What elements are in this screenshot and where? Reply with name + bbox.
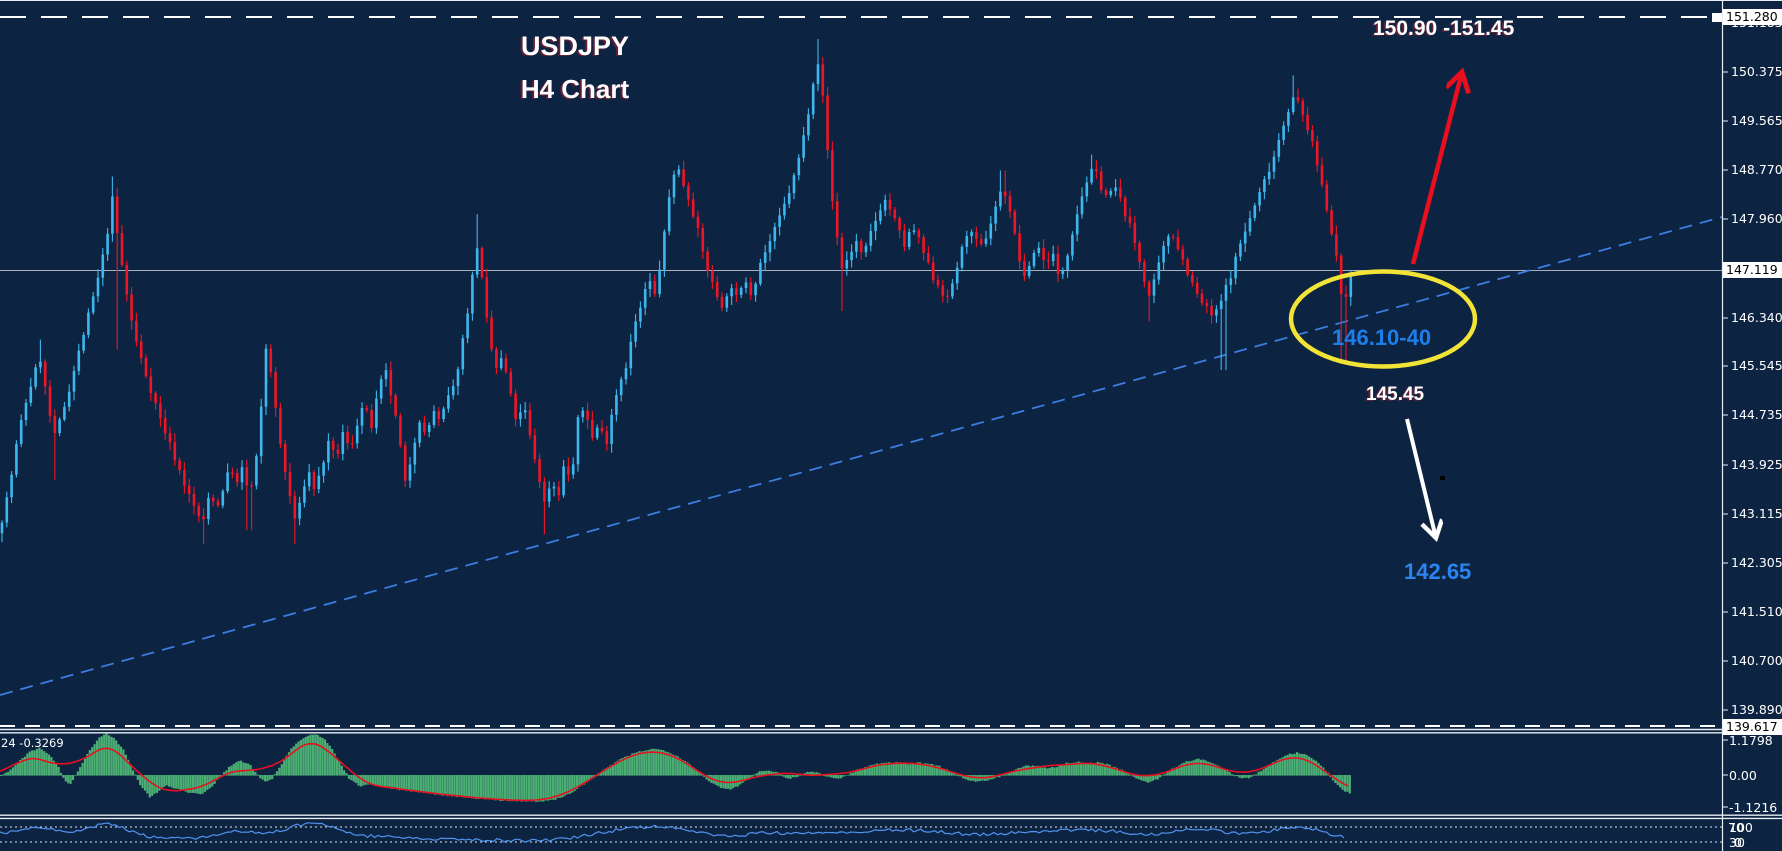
y-axis-label: 146.340	[1731, 310, 1782, 325]
support-zone-label[interactable]: 146.10-40	[1332, 325, 1432, 350]
oscillator-axis-label: 0.00	[1729, 768, 1757, 783]
bullish-arrow[interactable]	[1410, 72, 1462, 265]
dashed-line-handle[interactable]	[1712, 13, 1722, 22]
oscillator-panel	[0, 733, 1351, 803]
candles-layer	[0, 38, 1353, 545]
sub-panel-axis-label: 70	[1728, 820, 1744, 835]
background-layer	[0, 216, 1723, 696]
y-axis-label: 150.375	[1731, 64, 1782, 79]
y-axis-label: 142.305	[1731, 555, 1782, 570]
oscillator-signal-line	[0, 742, 1349, 802]
price-level-box: 147.119	[1723, 262, 1782, 278]
y-axis-label: 143.925	[1731, 457, 1782, 472]
y-axis-label: 143.115	[1731, 506, 1782, 521]
chart-title-symbol: USDJPY	[520, 31, 630, 61]
upside-target-label[interactable]: 150.90 -151.45	[1373, 17, 1515, 40]
ascending-trendline[interactable]	[0, 216, 1723, 696]
sub-panel-axis-label: 0	[1734, 835, 1742, 850]
bearish-arrow[interactable]	[1405, 418, 1436, 538]
support-zone-ellipse[interactable]	[1288, 269, 1478, 369]
price-level-box: 151.280	[1723, 9, 1782, 25]
downside-target-label[interactable]: 142.65	[1404, 559, 1472, 584]
oscillator-axis-label: 1.1798	[1729, 733, 1773, 748]
sub-panel-axis-label: 100	[1729, 820, 1753, 835]
oscillator-value-label: 24 -0.3269	[1, 736, 64, 750]
sub-indicator-panel	[0, 822, 1722, 843]
y-axis-label: 145.545	[1731, 358, 1782, 373]
stray-dot	[1440, 476, 1445, 480]
y-axis-label: 140.700	[1731, 653, 1782, 668]
price-level-box: 139.617	[1723, 719, 1782, 735]
oscillator-axis-label: -1.1216	[1729, 800, 1778, 815]
chart-title-timeframe: H4 Chart	[520, 74, 630, 104]
mid-level-label[interactable]: 145.45	[1366, 384, 1425, 405]
y-axis-label: 141.510	[1731, 604, 1782, 619]
y-axis-label: 148.770	[1731, 162, 1782, 177]
y-axis-label: 139.890	[1731, 702, 1782, 717]
y-axis-label: 147.960	[1731, 211, 1782, 226]
sub-indicator-line	[0, 822, 1345, 843]
sub-panel-axis-label: 30	[1729, 835, 1745, 850]
y-axis-label: 144.735	[1731, 407, 1782, 422]
y-axis-label: 149.565	[1731, 113, 1782, 128]
drawn-objects-layer[interactable]	[0, 13, 1722, 727]
